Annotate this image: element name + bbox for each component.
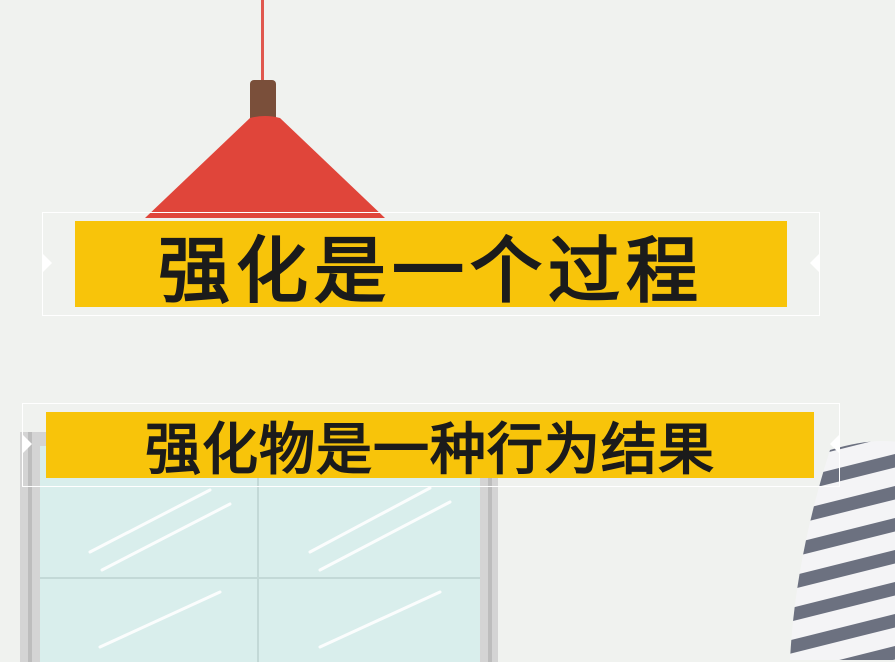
frame-handle-left-icon [42, 253, 52, 273]
primary-caption: 强化是一个过程 [75, 221, 787, 313]
primary-caption-frame [42, 212, 820, 316]
person-striped-shirt [790, 441, 895, 660]
frame-handle-right-icon [830, 434, 840, 454]
frame-handle-right-icon [810, 253, 820, 273]
secondary-caption-frame [22, 403, 840, 487]
frame-handle-left-icon [22, 434, 32, 454]
lamp-cap [250, 80, 276, 120]
lamp-cord [261, 0, 264, 82]
secondary-caption: 强化物是一种行为结果 [46, 412, 814, 483]
lamp-shade-icon [145, 116, 385, 218]
